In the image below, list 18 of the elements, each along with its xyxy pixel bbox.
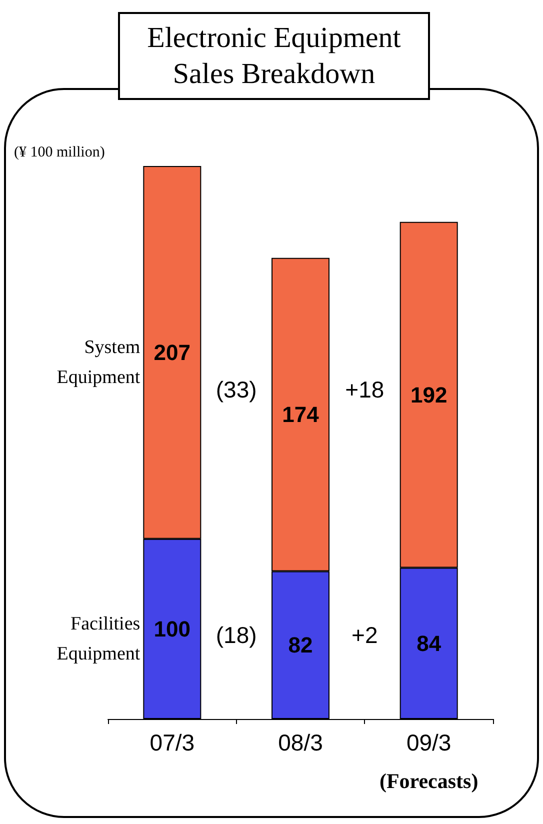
data-label: 82 (288, 632, 313, 658)
data-label: 174 (282, 402, 320, 428)
annotation: (18) (216, 622, 257, 648)
annotation: +18 (345, 376, 384, 403)
x-tick-label: 07/3 (150, 730, 195, 756)
annotation: (33) (216, 376, 257, 403)
series-label: System Equipment (56, 336, 141, 388)
annotation: +2 (352, 622, 378, 648)
text: (Forecasts) (379, 769, 478, 793)
x-tick-label: 08/3 (278, 730, 323, 756)
x-tick-label: 09/3 (406, 730, 452, 756)
chart-title: Electronic Equipment Sales Breakdown (118, 12, 430, 100)
data-label: 84 (416, 630, 442, 656)
series-label: Facilities Equipment (56, 613, 141, 664)
y-axis-title: (¥ 100 million) (14, 144, 105, 160)
data-label: 100 (154, 616, 191, 642)
data-label: 207 (154, 340, 191, 365)
data-label: 192 (410, 382, 448, 408)
